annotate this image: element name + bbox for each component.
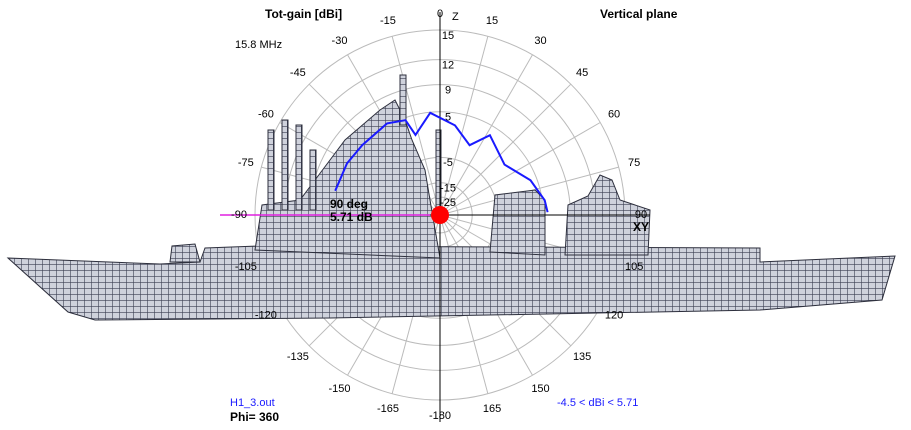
marker-angle: 90 deg	[330, 197, 368, 211]
r-tick-label: 9	[445, 84, 451, 96]
theta-tick-label: -30	[332, 35, 348, 47]
theta-tick-label: 0	[437, 8, 443, 20]
mast	[267, 129, 275, 211]
theta-tick-label: 120	[605, 309, 623, 321]
range: -4.5 < dBi < 5.71	[557, 397, 638, 409]
title: Tot-gain [dBi]	[265, 7, 342, 21]
r-tick-label: -25	[440, 197, 456, 209]
mast	[399, 74, 407, 126]
theta-tick-label: -180	[429, 410, 451, 422]
axis-label: Z	[452, 11, 459, 23]
funnel	[489, 189, 546, 256]
theta-tick-label: -75	[238, 157, 254, 169]
mast	[309, 149, 317, 211]
r-tick-label: 15	[442, 30, 454, 42]
theta-tick-label: 15	[486, 15, 498, 27]
gun	[169, 243, 201, 263]
hull	[6, 245, 896, 321]
theta-tick-label: -45	[290, 67, 306, 79]
theta-tick-label: -15	[380, 15, 396, 27]
mast	[295, 124, 303, 211]
grid-spoke	[439, 54, 533, 216]
theta-tick-label: 105	[625, 261, 643, 273]
grid-spoke	[439, 36, 489, 216]
theta-tick-label: 90	[635, 209, 647, 221]
phi: Phi= 360	[230, 410, 279, 424]
mast	[281, 119, 289, 211]
theta-tick-label: 150	[531, 383, 549, 395]
plot	[334, 111, 549, 213]
pattern-line	[334, 111, 549, 213]
r-tick-label: 12	[442, 60, 454, 72]
theta-tick-label: -135	[287, 351, 309, 363]
r-tick-label: 5	[445, 112, 451, 124]
feed-point	[431, 206, 449, 224]
theta-tick-label: 60	[608, 108, 620, 120]
theta-tick-label: -90	[231, 209, 247, 221]
grid-spoke	[439, 83, 572, 216]
theta-tick-label: -165	[377, 403, 399, 415]
theta-tick-label: -150	[328, 383, 350, 395]
plane: Vertical plane	[600, 7, 678, 21]
theta-tick-label: 30	[534, 35, 546, 47]
file: H1_3.out	[230, 397, 275, 409]
theta-tick-label: 75	[628, 157, 640, 169]
theta-tick-label: 135	[573, 351, 591, 363]
frequency: 15.8 MHz	[235, 39, 282, 51]
theta-tick-label: -105	[235, 261, 257, 273]
grid-spoke	[391, 36, 441, 216]
theta-tick-label: 165	[483, 403, 501, 415]
r-tick-label: -5	[443, 157, 453, 169]
theta-tick-label: -120	[255, 309, 277, 321]
grid-spoke	[439, 122, 601, 216]
theta-tick-label: -60	[258, 108, 274, 120]
r-tick-label: -15	[440, 183, 456, 195]
axis-label: XY	[633, 220, 649, 234]
marker-gain: 5.71 dB	[330, 210, 373, 224]
theta-tick-label: 45	[576, 67, 588, 79]
